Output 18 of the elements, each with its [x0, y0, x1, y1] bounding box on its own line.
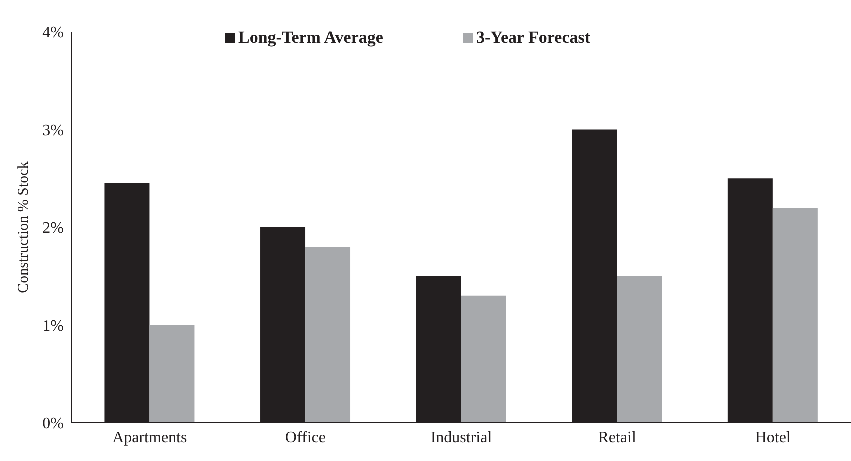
- x-tick-label: Industrial: [430, 429, 493, 446]
- y-tick-label: 0%: [42, 416, 64, 433]
- x-tick-label: Office: [285, 429, 326, 446]
- bar: [461, 296, 506, 423]
- y-tick-label: 3%: [42, 122, 64, 140]
- x-tick-label: Retail: [598, 429, 637, 446]
- x-tick-label: Hotel: [755, 429, 792, 446]
- legend-label: Long-Term Average: [237, 28, 384, 48]
- x-tick-label: Apartments: [112, 429, 188, 446]
- y-axis-title: Construction % Stock: [16, 161, 32, 294]
- y-tick-label: 4%: [42, 24, 64, 42]
- legend-label: 3-Year Forecast: [475, 28, 591, 48]
- y-tick-label: 2%: [42, 220, 64, 238]
- y-tick-label: 1%: [42, 318, 64, 335]
- bar: [150, 325, 195, 423]
- bar: [617, 276, 662, 423]
- bar: [772, 208, 818, 423]
- bar: [306, 247, 351, 423]
